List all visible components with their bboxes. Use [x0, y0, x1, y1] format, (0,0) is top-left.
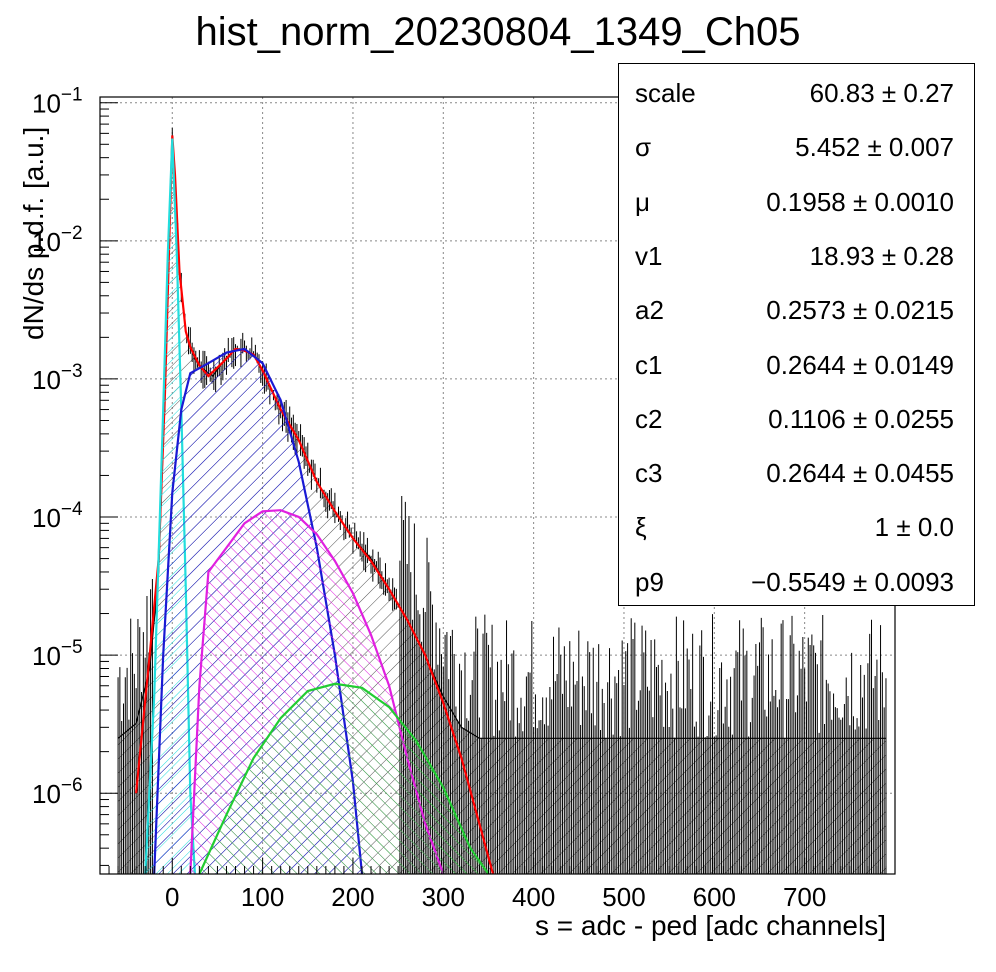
stat-row: v1 18.93 ± 0.28 [619, 241, 974, 281]
stat-value: 5.452 ± 0.007 [795, 132, 954, 163]
x-tick-label: 400 [512, 882, 555, 912]
stat-name: c1 [635, 349, 663, 380]
stat-value: 0.1106 ± 0.0255 [768, 403, 954, 434]
x-tick-label: 600 [693, 882, 736, 912]
chart-title: hist_norm_20230804_1349_Ch05 [195, 10, 801, 54]
stat-name: σ [635, 132, 652, 163]
axes: 0 100 200 300 400 500 600 700 10−1 10−2 10−3 10−4 10… [32, 85, 896, 912]
stat-name: a2 [635, 295, 664, 326]
stat-value: 0.2573 ± 0.0215 [766, 295, 954, 326]
x-tick-label: 0 [165, 882, 179, 912]
stat-name: ξ [635, 512, 647, 543]
stat-value: 60.83 ± 0.27 [809, 78, 954, 108]
stat-name: v1 [635, 240, 663, 271]
stat-row: c3 0.2644 ± 0.0455 [619, 458, 974, 498]
y-axis-label: dN/ds p.d.f. [a.u.] [18, 126, 49, 340]
x-tick-label: 500 [602, 882, 645, 912]
stat-row: μ 0.1958 ± 0.0010 [619, 187, 974, 227]
component-fill [199, 683, 489, 874]
x-tick-label: 200 [331, 882, 374, 912]
y-tick-label: 10−6 [32, 775, 83, 809]
stat-row: a2 0.2573 ± 0.0215 [619, 295, 974, 335]
stat-value: 1 ± 0.0 [874, 512, 954, 543]
stat-row: σ 5.452 ± 0.007 [619, 132, 974, 172]
x-tick-label: 700 [783, 882, 826, 912]
stat-value: 0.2644 ± 0.0149 [766, 349, 954, 380]
y-tick-label: 10−3 [32, 361, 83, 395]
series-layer [117, 128, 887, 875]
stat-name: c2 [635, 403, 663, 434]
x-tick-label: 100 [241, 882, 284, 912]
x-tick-label: 300 [422, 882, 465, 912]
stat-value: 0.2644 ± 0.0455 [766, 458, 954, 489]
stat-name: p9 [635, 566, 664, 597]
y-tick-label: 10−5 [32, 637, 83, 671]
stat-name: scale [635, 78, 696, 108]
y-tick-label: 10−1 [32, 85, 83, 119]
x-axis-label: s = adc - ped [adc channels] [535, 910, 886, 941]
stat-value: −0.5549 ± 0.0093 [751, 566, 954, 597]
stat-row: c2 0.1106 ± 0.0255 [619, 404, 974, 444]
component-line [198, 682, 490, 875]
stat-row: p9 −0.5549 ± 0.0093 [619, 567, 974, 607]
stat-name: μ [635, 186, 650, 217]
stat-value: 18.93 ± 0.28 [809, 240, 954, 271]
stat-name: c3 [635, 458, 663, 489]
y-tick-label: 10−2 [32, 223, 83, 257]
stat-row: ξ 1 ± 0.0 [619, 512, 974, 552]
fit-stats-box: scale 60.83 ± 0.27 σ 5.452 ± 0.007 μ 0.1958 ±… [618, 63, 975, 606]
stat-row: c1 0.2644 ± 0.0149 [619, 350, 974, 390]
y-tick-label: 10−4 [32, 499, 83, 533]
stat-value: 0.1958 ± 0.0010 [766, 186, 954, 217]
stat-row: scale 60.83 ± 0.27 [619, 78, 974, 118]
